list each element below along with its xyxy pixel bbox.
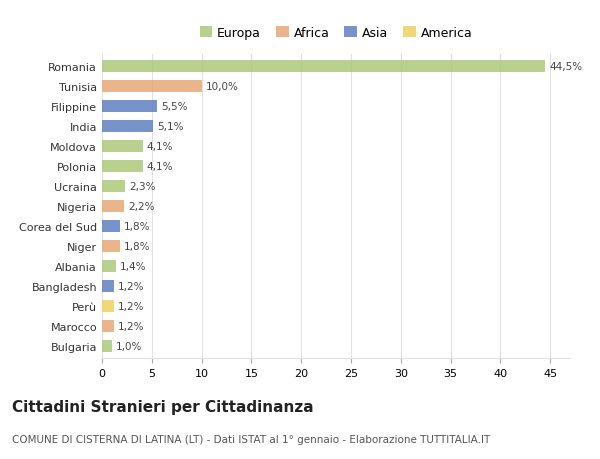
Text: 1,2%: 1,2%	[118, 321, 145, 331]
Text: 1,4%: 1,4%	[120, 261, 146, 271]
Bar	[102, 280, 114, 292]
Bar	[102, 81, 202, 93]
Text: 5,1%: 5,1%	[157, 122, 183, 132]
Bar	[102, 201, 124, 213]
Bar	[102, 161, 143, 173]
Bar	[102, 300, 114, 312]
Bar	[102, 101, 157, 113]
Text: 10,0%: 10,0%	[206, 82, 238, 92]
Text: COMUNE DI CISTERNA DI LATINA (LT) - Dati ISTAT al 1° gennaio - Elaborazione TUTT: COMUNE DI CISTERNA DI LATINA (LT) - Dati…	[12, 434, 490, 444]
Bar	[102, 61, 545, 73]
Text: 1,2%: 1,2%	[118, 281, 145, 291]
Bar	[102, 320, 114, 332]
Text: 1,2%: 1,2%	[118, 301, 145, 311]
Bar	[102, 181, 125, 193]
Text: 4,1%: 4,1%	[147, 162, 173, 172]
Text: 5,5%: 5,5%	[161, 102, 187, 112]
Text: 4,1%: 4,1%	[147, 142, 173, 152]
Bar	[102, 241, 120, 252]
Text: 1,0%: 1,0%	[116, 341, 142, 351]
Bar	[102, 340, 112, 352]
Text: Cittadini Stranieri per Cittadinanza: Cittadini Stranieri per Cittadinanza	[12, 399, 314, 414]
Bar	[102, 121, 153, 133]
Text: 2,3%: 2,3%	[129, 182, 155, 191]
Bar	[102, 141, 143, 153]
Text: 2,2%: 2,2%	[128, 202, 154, 212]
Legend: Europa, Africa, Asia, America: Europa, Africa, Asia, America	[194, 22, 478, 45]
Text: 44,5%: 44,5%	[549, 62, 582, 72]
Text: 1,8%: 1,8%	[124, 241, 151, 252]
Text: 1,8%: 1,8%	[124, 222, 151, 231]
Bar	[102, 220, 120, 232]
Bar	[102, 260, 116, 272]
